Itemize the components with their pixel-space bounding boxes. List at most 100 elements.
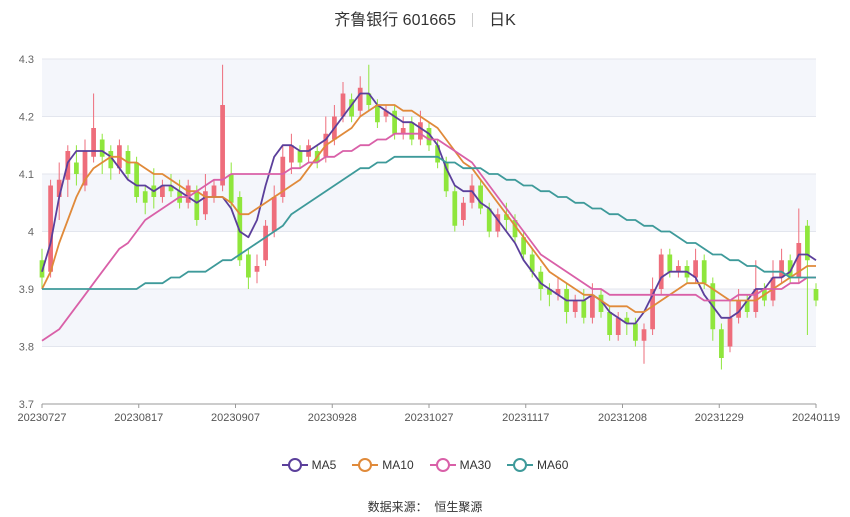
- candle-body: [409, 122, 415, 140]
- candle-body: [366, 93, 372, 105]
- candle-body: [650, 289, 655, 330]
- x-tick-label: 20231229: [695, 412, 744, 424]
- legend-item-ma30[interactable]: MA30: [429, 458, 492, 472]
- candle-body: [693, 260, 698, 278]
- period-label: 日K: [489, 12, 516, 29]
- grid-band: [42, 59, 816, 117]
- candle-body: [658, 254, 664, 289]
- candle-body: [392, 110, 397, 134]
- legend-item-ma10[interactable]: MA10: [352, 458, 414, 472]
- candle-body: [547, 289, 552, 295]
- series-line-ma30: [41, 132, 816, 342]
- candle-body: [719, 329, 724, 358]
- candle-body: [572, 300, 578, 312]
- candle-body: [263, 225, 268, 261]
- candle-body: [667, 254, 673, 272]
- candle-body: [228, 174, 234, 203]
- candle-body: [237, 197, 243, 261]
- candle-body: [787, 260, 793, 278]
- candle-body: [744, 300, 750, 312]
- candle-body: [736, 300, 741, 318]
- legend-swatch-ma30: [429, 458, 456, 472]
- title-separator: [472, 13, 474, 27]
- y-tick-label: 4: [28, 227, 34, 239]
- legend-swatch-ma5: [281, 458, 308, 472]
- candle-body: [495, 214, 501, 232]
- candle-body: [512, 220, 518, 238]
- candle-body: [203, 191, 208, 215]
- candle-body: [813, 289, 819, 301]
- candle-body: [504, 214, 509, 220]
- candle-body: [598, 294, 604, 312]
- legend: MA5 MA10 MA30 MA60: [0, 458, 850, 472]
- candle-body: [297, 151, 303, 163]
- candle-body: [615, 317, 621, 335]
- candle-body: [82, 151, 88, 186]
- candle-body: [220, 105, 225, 186]
- series-line-ma60: [42, 155, 816, 290]
- candle-body: [168, 185, 174, 192]
- x-tick-label: 20230817: [114, 412, 163, 424]
- candle-body: [134, 162, 139, 197]
- x-tick-label: 20231208: [598, 412, 647, 424]
- candle-body: [400, 128, 406, 134]
- y-tick-label: 4.2: [19, 112, 34, 124]
- legend-item-ma5[interactable]: MA5: [281, 458, 337, 472]
- candle-body: [607, 312, 612, 335]
- legend-label-ma10: MA10: [382, 458, 414, 472]
- candle-body: [254, 266, 260, 272]
- legend-item-ma60[interactable]: MA60: [507, 458, 568, 472]
- candle-body: [590, 294, 595, 318]
- candle-body: [160, 185, 165, 197]
- candle-body: [48, 185, 53, 272]
- candle-body: [211, 185, 217, 197]
- candle-body: [375, 105, 380, 123]
- candle-body: [426, 128, 432, 146]
- data-source: 数据来源： 恒生聚源: [0, 498, 850, 515]
- stock-name-code: 齐鲁银行 601665: [334, 12, 457, 29]
- legend-label-ma5: MA5: [311, 458, 337, 472]
- candle-body: [194, 191, 200, 220]
- y-tick-label: 3.7: [19, 399, 34, 411]
- candle-body: [521, 237, 526, 255]
- candle-body: [383, 110, 389, 117]
- source-value: 恒生聚源: [434, 500, 483, 514]
- x-tick-label: 20231027: [405, 412, 454, 424]
- x-tick-label: 20240119: [792, 412, 840, 424]
- y-tick-label: 3.9: [19, 284, 34, 296]
- series-line-ma5: [41, 92, 817, 325]
- candle-body: [142, 191, 148, 203]
- candle-body: [805, 225, 810, 261]
- candle-body: [779, 260, 784, 278]
- candle-body: [538, 271, 544, 289]
- candle-body: [486, 208, 492, 232]
- chart-title: 齐鲁银行 601665 日K: [0, 6, 850, 30]
- candle-body: [185, 185, 191, 203]
- source-label: 数据来源：: [367, 500, 428, 514]
- candle-body: [581, 300, 587, 318]
- candle-body: [271, 197, 277, 232]
- x-tick-label: 20231117: [502, 412, 549, 424]
- series-line-ma10: [41, 104, 816, 313]
- grid-band: [42, 289, 816, 347]
- candle-body: [469, 185, 475, 203]
- candle-body: [349, 99, 354, 117]
- candle-body: [280, 156, 286, 197]
- y-tick-label: 4.1: [19, 169, 34, 181]
- candle-body: [676, 266, 681, 272]
- candle-body: [74, 162, 79, 174]
- candle-body: [289, 145, 294, 163]
- legend-label-ma30: MA30: [459, 458, 492, 472]
- candle-body: [624, 317, 630, 324]
- grid-band: [42, 174, 816, 232]
- legend-label-ma60: MA60: [537, 458, 569, 472]
- candle-body: [443, 162, 449, 192]
- candle-body: [435, 145, 440, 163]
- candle-body: [452, 191, 458, 226]
- y-tick-label: 4.3: [19, 54, 34, 66]
- legend-swatch-ma10: [352, 458, 379, 472]
- candle-body: [56, 179, 62, 197]
- candle-body: [357, 87, 363, 111]
- candle-body: [529, 254, 535, 272]
